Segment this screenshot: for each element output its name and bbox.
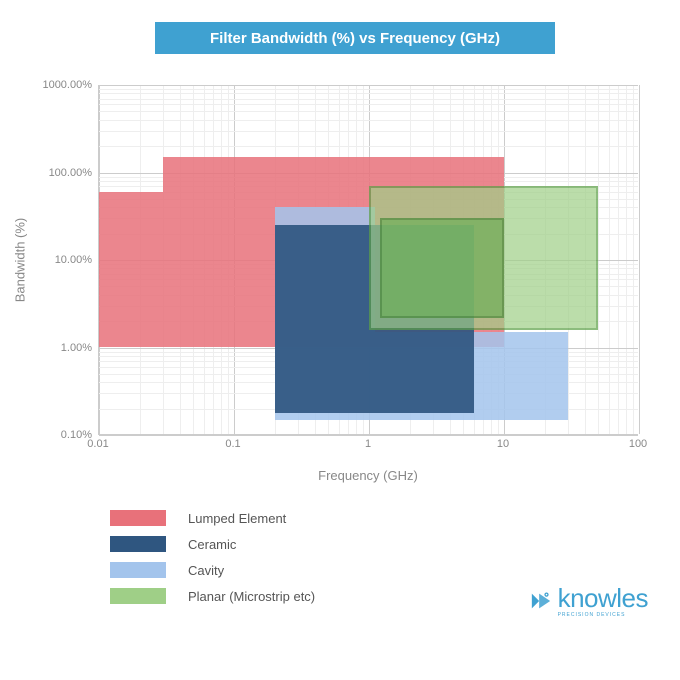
xtick: 10 bbox=[497, 438, 509, 450]
legend-label: Cavity bbox=[188, 563, 224, 578]
legend-item: Ceramic bbox=[110, 536, 315, 552]
chart-container: Filter Bandwidth (%) vs Frequency (GHz) … bbox=[0, 0, 680, 680]
legend-item: Cavity bbox=[110, 562, 315, 578]
legend-item: Lumped Element bbox=[110, 510, 315, 526]
plot-area bbox=[98, 85, 638, 435]
xtick: 0.1 bbox=[225, 438, 240, 450]
logo-text: knowles bbox=[558, 583, 648, 614]
xtick: 1 bbox=[365, 438, 371, 450]
legend-swatch bbox=[110, 562, 166, 578]
legend: Lumped Element Ceramic Cavity Planar (Micro… bbox=[110, 510, 315, 614]
x-axis-label: Frequency (GHz) bbox=[98, 468, 638, 483]
ytick: 1000.00% bbox=[20, 79, 92, 91]
ytick: 100.00% bbox=[20, 167, 92, 179]
region-planar-inner bbox=[380, 218, 504, 317]
ytick: 1.00% bbox=[20, 342, 92, 354]
brand-logo: knowles PRECISION DEVICES bbox=[530, 583, 648, 618]
legend-swatch bbox=[110, 510, 166, 526]
legend-label: Lumped Element bbox=[188, 511, 286, 526]
ytick: 0.10% bbox=[20, 429, 92, 441]
legend-item: Planar (Microstrip etc) bbox=[110, 588, 315, 604]
chart-title: Filter Bandwidth (%) vs Frequency (GHz) bbox=[155, 22, 555, 54]
legend-swatch bbox=[110, 588, 166, 604]
legend-label: Planar (Microstrip etc) bbox=[188, 589, 315, 604]
xtick: 100 bbox=[629, 438, 647, 450]
legend-label: Ceramic bbox=[188, 537, 236, 552]
ytick: 10.00% bbox=[20, 254, 92, 266]
legend-swatch bbox=[110, 536, 166, 552]
knowles-mark-icon bbox=[530, 590, 552, 612]
y-axis-label: Bandwidth (%) bbox=[13, 218, 28, 303]
